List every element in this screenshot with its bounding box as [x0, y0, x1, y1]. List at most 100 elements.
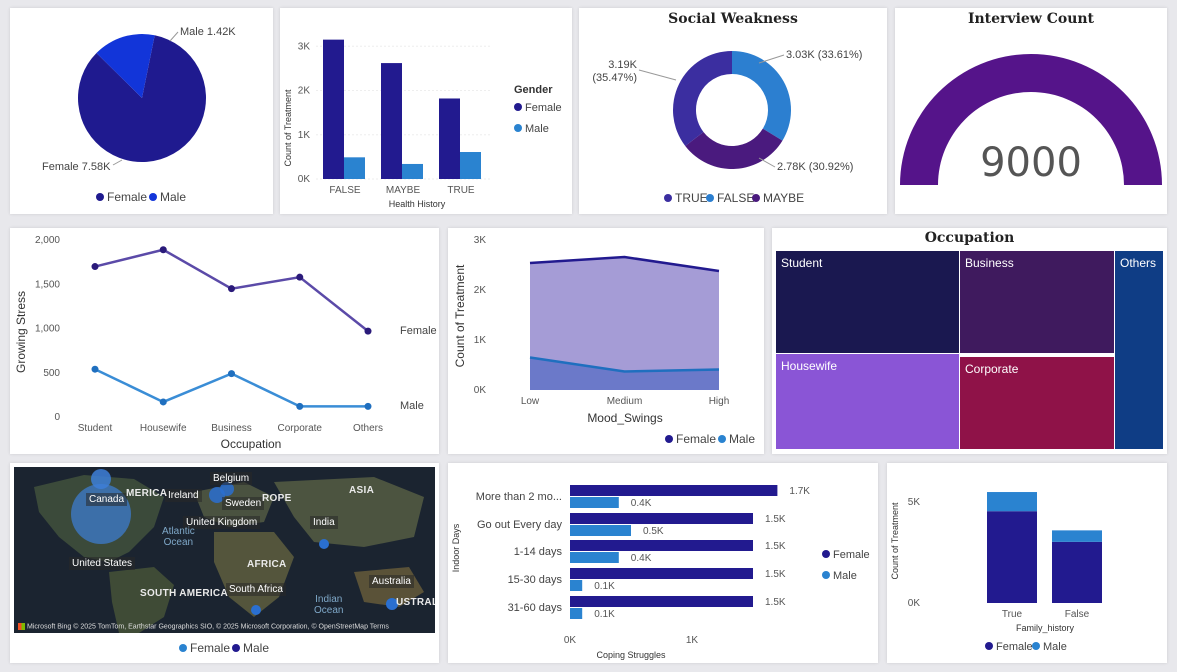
map-ocean-indian: Indian Ocean	[314, 594, 344, 616]
x-tick-label: Housewife	[140, 423, 187, 434]
map-continent-europe: ROPE	[262, 493, 292, 504]
map-label-australia: Australia	[369, 575, 414, 588]
health-history-chart: Count of Treatment Health History Gender…	[283, 39, 562, 209]
point-male	[159, 398, 167, 406]
legend-title: Gender	[514, 84, 553, 96]
x-tick-label: 0K	[564, 635, 577, 646]
data-label-male: 0.5K	[643, 526, 664, 537]
x-tick-label: Low	[521, 396, 540, 407]
map-continent-africa: AFRICA	[247, 559, 287, 570]
chart-title: Social Weakness	[668, 11, 798, 27]
bubble-south-africa[interactable]	[251, 605, 261, 615]
gauge-value: 9000	[980, 140, 1082, 186]
y-tick-label: 0K	[908, 598, 921, 609]
y-tick-label: 1K	[298, 130, 311, 141]
data-label-female: 1.5K	[765, 514, 786, 525]
interview-count-card: Interview Count 9000	[895, 8, 1167, 214]
bar-male-maybe	[402, 163, 423, 179]
coping-struggles-chart: Indoor Days Coping Struggles Female Male…	[451, 485, 870, 660]
y-tick-label: 0K	[474, 385, 487, 396]
point-male	[296, 402, 304, 410]
map-label-united-states: United States	[69, 557, 136, 570]
legend-male: Male	[525, 123, 549, 135]
growing-stress-chart: Growing Stress Occupation Female Male 0 5…	[14, 235, 437, 451]
y-tick-label: 15-30 days	[508, 574, 563, 586]
legend-dot-male	[718, 435, 726, 443]
coping-struggles-card: Indoor Days Coping Struggles Female Male…	[448, 463, 878, 663]
pie-label-male: Male 1.42K	[180, 26, 236, 38]
x-tick-label: High	[709, 396, 730, 407]
map-label-sweden: Sweden	[222, 497, 265, 510]
y-tick-label: 3K	[474, 235, 487, 246]
pie-label-female: Female 7.58K	[42, 161, 111, 173]
family-history-chart: Count of Treatment Family_history Female…	[890, 492, 1102, 653]
bubble-belgium[interactable]	[220, 482, 234, 496]
bar-male-false	[344, 157, 365, 179]
gender-pie-chart: Male 1.42K Female 7.58K Female Male	[42, 26, 236, 204]
legend-false: FALSE	[717, 191, 754, 205]
mood-swings-card: Count of Treatment Mood_Swings Female Ma…	[448, 228, 764, 454]
bubble-canada[interactable]	[91, 469, 111, 489]
y-axis-title: Indoor Days	[451, 523, 461, 572]
map-continent-south-america: SOUTH AMERICA	[140, 588, 228, 599]
point-female	[91, 263, 99, 271]
bubble-india[interactable]	[319, 539, 329, 549]
data-label-male: 0.1K	[594, 609, 615, 620]
legend-dot-male	[822, 571, 830, 579]
map-continent-asia: ASIA	[349, 485, 375, 496]
bubble-australia[interactable]	[386, 598, 398, 610]
cell-label: Student	[781, 256, 823, 270]
treemap-cell-business[interactable]: Business	[959, 250, 1115, 354]
y-tick-label: 2K	[298, 86, 311, 97]
point-female	[159, 246, 167, 254]
health-history-card: Count of Treatment Health History Gender…	[280, 8, 572, 214]
point-male	[91, 365, 99, 373]
x-tick-label: TRUE	[447, 185, 475, 196]
legend-true: TRUE	[675, 191, 708, 205]
series-label-male: Male	[400, 400, 424, 412]
x-axis-title: Health History	[389, 199, 446, 209]
legend-female: Female	[676, 432, 716, 446]
data-label-female: 1.5K	[765, 569, 786, 580]
bar-female-true	[987, 511, 1037, 603]
bar-female-true	[439, 98, 460, 179]
x-tick-label: 1K	[686, 635, 699, 646]
map-label-india: India	[310, 516, 338, 529]
point-male	[228, 370, 235, 378]
map-ocean-atlantic: Atlantic Ocean	[162, 526, 195, 548]
data-label-female: 1.7K	[789, 486, 810, 497]
interview-gauge: Interview Count 9000	[900, 11, 1162, 186]
map-continent-north-america: MERICA	[126, 488, 168, 499]
leader-line-true	[638, 69, 677, 81]
legend-dot-maybe	[752, 194, 760, 202]
y-tick-label: 500	[43, 368, 60, 379]
label-true: 3.19K (35.47%)	[592, 59, 637, 84]
y-axis-title: Count of Treatment	[890, 502, 900, 580]
pie-slice-male	[96, 34, 155, 98]
treemap-cell-corporate[interactable]: Corporate	[959, 356, 1115, 450]
social-weakness-donut: Social Weakness 3.19K (35.47%) 3.03K (33.…	[592, 11, 862, 205]
gauge-arc	[900, 54, 1162, 185]
legend-dot-female	[179, 644, 187, 652]
donut-slice-false	[732, 51, 791, 141]
map-continent-australia: USTRALI	[396, 597, 435, 608]
x-axis-title: Family_history	[1016, 623, 1075, 633]
treemap-title: Occupation	[924, 230, 1015, 246]
treemap-cell-others[interactable]: Others	[1114, 250, 1164, 450]
label-false: 3.03K (33.61%)	[786, 49, 862, 61]
leader-line-false	[758, 54, 785, 64]
cell-label: Others	[1120, 256, 1157, 270]
treemap-cell-student[interactable]: Student	[775, 250, 960, 354]
bar-female	[570, 596, 753, 607]
bar-female	[570, 540, 753, 551]
bar-male	[570, 580, 583, 591]
world-map[interactable]: Canada Belgium Ireland Sweden United Kin…	[14, 467, 435, 633]
y-axis-title: Count of Treatment	[453, 264, 467, 367]
x-axis-title: Coping Struggles	[596, 650, 666, 660]
bar-male-true	[987, 492, 1037, 512]
legend-dot-female	[822, 550, 830, 558]
y-tick-label: 5K	[908, 497, 921, 508]
treemap-cell-housewife[interactable]: Housewife	[775, 353, 960, 450]
legend-female: Female	[107, 190, 147, 204]
cell-label: Corporate	[965, 362, 1019, 376]
